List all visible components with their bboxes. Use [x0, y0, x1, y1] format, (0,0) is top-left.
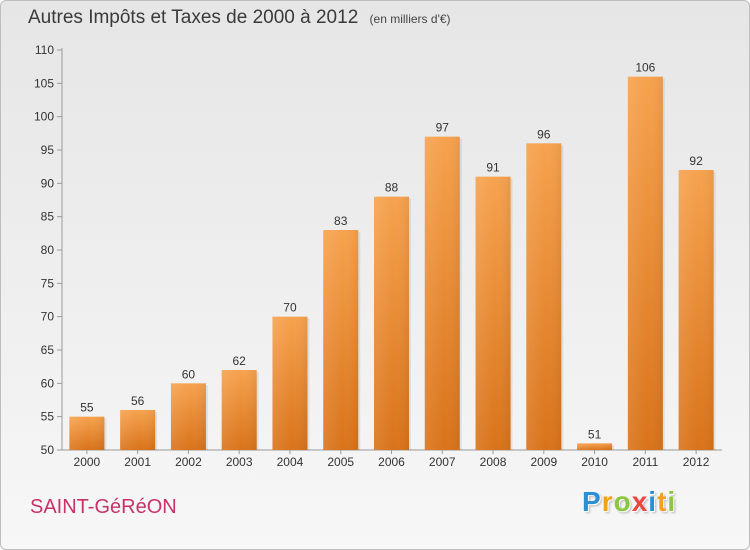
y-tick-label: 50: [41, 443, 55, 457]
y-tick-label: 110: [35, 43, 54, 57]
bar-highlight: [475, 176, 511, 450]
data-label: 60: [182, 367, 196, 381]
y-tick-label: 90: [41, 176, 55, 190]
bar-highlight: [526, 143, 562, 451]
logo-letter: i: [648, 486, 658, 517]
unit-note: (en milliers d'€): [369, 12, 451, 26]
bar-highlight: [120, 410, 156, 450]
data-label: 106: [635, 61, 655, 75]
proxiti-logo: Proxiti: [582, 486, 676, 518]
commune-name: SAINT-GéRéON: [30, 496, 177, 518]
logo-letter: t: [657, 486, 668, 517]
bar-highlight: [221, 370, 257, 450]
x-tick-label: 2001: [124, 455, 151, 469]
bar-highlight: [170, 383, 206, 450]
data-label: 91: [486, 161, 500, 175]
y-tick-label: 80: [41, 243, 55, 257]
data-label: 62: [233, 354, 247, 368]
bar-highlight: [627, 76, 663, 451]
y-tick-label: 55: [41, 410, 55, 424]
x-tick-label: 2012: [683, 455, 710, 469]
x-tick-label: 2007: [429, 455, 456, 469]
bar-highlight: [69, 416, 105, 450]
x-tick-label: 2009: [530, 455, 557, 469]
data-label: 83: [334, 214, 348, 228]
data-label: 55: [80, 401, 94, 415]
bar-highlight: [323, 230, 359, 450]
bars: [69, 76, 716, 451]
bar-highlight: [424, 136, 460, 450]
y-tick-label: 75: [41, 276, 55, 290]
x-tick-label: 2005: [327, 455, 354, 469]
y-tick-label: 60: [41, 376, 55, 390]
x-tick-label: 2006: [378, 455, 405, 469]
bar-highlight: [272, 316, 308, 450]
data-label: 96: [537, 127, 551, 141]
x-tick-label: 2008: [480, 455, 507, 469]
chart-title-text: Autres Impôts et Taxes de 2000 à 2012: [28, 7, 359, 28]
x-tick-label: 2003: [226, 455, 253, 469]
data-label: 51: [588, 427, 602, 441]
logo-letter: i: [667, 486, 677, 517]
x-tick-label: 2010: [581, 455, 608, 469]
data-label: 70: [283, 301, 297, 315]
bar-highlight: [678, 170, 714, 450]
logo-letter: o: [613, 486, 632, 517]
chart-title: Autres Impôts et Taxes de 2000 à 2012 (e…: [28, 7, 451, 29]
data-label: 97: [436, 121, 450, 135]
data-labels: 55 56 60 62 70 83 88 97 91 96 51 106 92: [80, 61, 703, 442]
y-tick-label: 100: [34, 110, 54, 124]
y-tick-label: 85: [41, 210, 55, 224]
x-tick-label: 2000: [74, 455, 101, 469]
data-label: 88: [385, 181, 399, 195]
bar-highlight: [374, 196, 409, 450]
data-label: 92: [689, 154, 703, 168]
data-label: 56: [131, 394, 145, 408]
bar-highlight: [577, 443, 613, 450]
logo-letter: r: [601, 486, 614, 517]
y-tick-label: 105: [34, 76, 54, 90]
x-tick-label: 2004: [277, 455, 304, 469]
logo-letter: P: [582, 486, 602, 517]
x-tick-label: 2002: [175, 455, 202, 469]
y-tick-label: 95: [41, 143, 55, 157]
logo-letter: x: [631, 486, 649, 517]
x-tick-label: 2011: [632, 455, 658, 469]
axes: 50 55 60 65 70 75 80 85 90 95 100 105 110 2000 2001 200…: [34, 43, 722, 469]
y-tick-label: 70: [41, 310, 55, 324]
y-tick-label: 65: [41, 343, 55, 357]
